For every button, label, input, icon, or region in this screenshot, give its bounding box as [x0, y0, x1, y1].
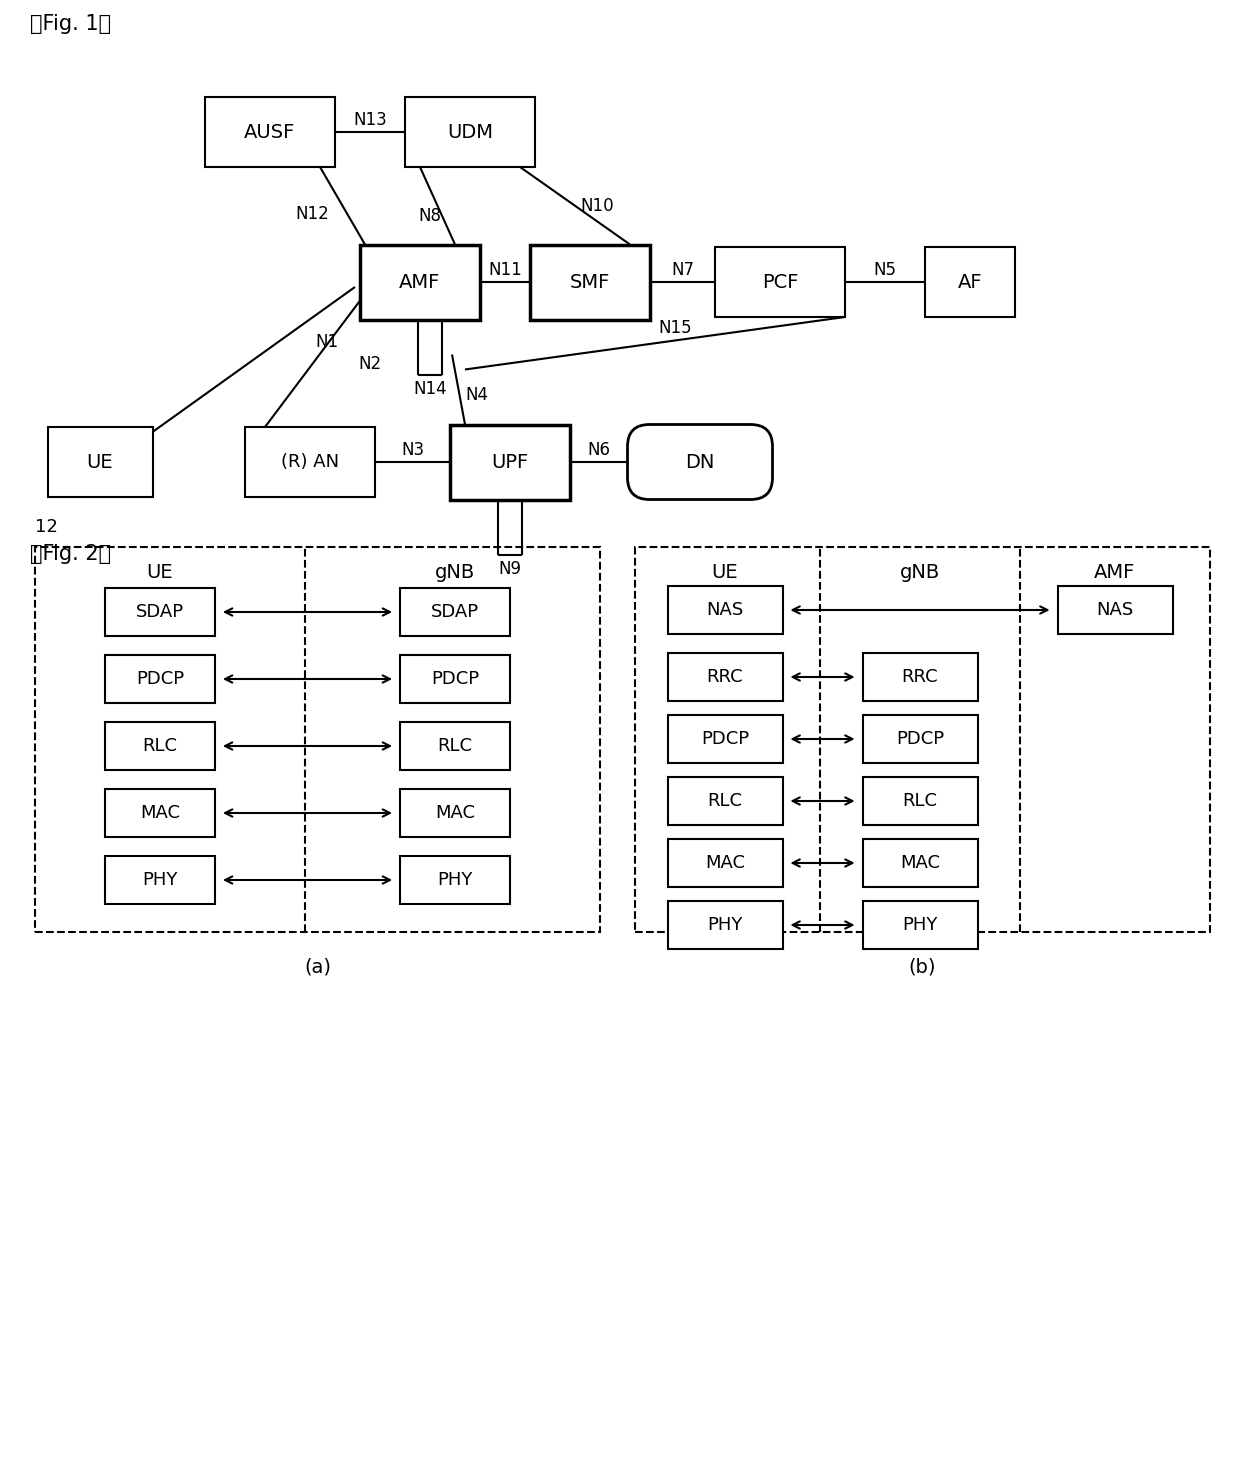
- Text: N11: N11: [489, 261, 522, 280]
- Text: MAC: MAC: [140, 804, 180, 821]
- Text: UE: UE: [712, 562, 738, 581]
- FancyBboxPatch shape: [627, 424, 773, 499]
- Text: MAC: MAC: [435, 804, 475, 821]
- FancyBboxPatch shape: [667, 839, 782, 888]
- FancyBboxPatch shape: [450, 424, 570, 499]
- Text: RLC: RLC: [438, 737, 472, 755]
- FancyBboxPatch shape: [105, 655, 215, 704]
- Text: PHY: PHY: [707, 916, 743, 935]
- FancyBboxPatch shape: [667, 715, 782, 762]
- Text: N4: N4: [465, 386, 489, 403]
- FancyBboxPatch shape: [667, 777, 782, 824]
- Text: PHY: PHY: [438, 871, 472, 889]
- FancyBboxPatch shape: [401, 587, 510, 636]
- Text: N1: N1: [315, 333, 339, 350]
- FancyBboxPatch shape: [667, 901, 782, 949]
- Text: (b): (b): [909, 957, 936, 976]
- Text: N2: N2: [358, 355, 382, 372]
- Text: UE: UE: [87, 452, 113, 471]
- Text: N6: N6: [588, 442, 610, 459]
- Text: (R) AN: (R) AN: [281, 453, 339, 471]
- Text: PDCP: PDCP: [136, 670, 184, 687]
- Text: N10: N10: [580, 197, 614, 215]
- Text: PHY: PHY: [903, 916, 937, 935]
- Text: RLC: RLC: [903, 792, 937, 810]
- FancyBboxPatch shape: [863, 777, 977, 824]
- Text: PDCP: PDCP: [897, 730, 944, 748]
- Text: PHY: PHY: [143, 871, 177, 889]
- Text: AMF: AMF: [399, 272, 440, 291]
- Text: AMF: AMF: [1095, 562, 1136, 581]
- Text: RLC: RLC: [143, 737, 177, 755]
- Text: N13: N13: [353, 110, 387, 130]
- Text: 》Fig. 2》: 》Fig. 2》: [30, 545, 112, 564]
- Text: RLC: RLC: [708, 792, 743, 810]
- Text: MAC: MAC: [900, 854, 940, 871]
- FancyBboxPatch shape: [925, 247, 1016, 316]
- Text: NAS: NAS: [1096, 601, 1133, 620]
- Text: 》Fig. 1》: 》Fig. 1》: [30, 15, 112, 34]
- Text: SDAP: SDAP: [432, 604, 479, 621]
- Text: (a): (a): [304, 957, 331, 976]
- Text: MAC: MAC: [706, 854, 745, 871]
- Text: RRC: RRC: [707, 668, 743, 686]
- Text: SMF: SMF: [570, 272, 610, 291]
- Text: N15: N15: [658, 319, 692, 337]
- Text: UPF: UPF: [491, 452, 528, 471]
- Text: AUSF: AUSF: [244, 122, 295, 141]
- FancyBboxPatch shape: [863, 839, 977, 888]
- Text: N12: N12: [295, 205, 330, 222]
- Text: 12: 12: [35, 518, 58, 536]
- FancyBboxPatch shape: [715, 247, 844, 316]
- FancyBboxPatch shape: [405, 97, 534, 166]
- FancyBboxPatch shape: [401, 655, 510, 704]
- Text: PDCP: PDCP: [432, 670, 479, 687]
- Text: AF: AF: [957, 272, 982, 291]
- Text: N7: N7: [671, 261, 694, 280]
- FancyBboxPatch shape: [401, 857, 510, 904]
- FancyBboxPatch shape: [529, 244, 650, 319]
- Text: N3: N3: [401, 442, 424, 459]
- FancyBboxPatch shape: [105, 857, 215, 904]
- Text: N14: N14: [413, 380, 446, 399]
- FancyBboxPatch shape: [401, 789, 510, 838]
- FancyBboxPatch shape: [667, 586, 782, 634]
- Text: PDCP: PDCP: [701, 730, 749, 748]
- Text: DN: DN: [686, 452, 714, 471]
- FancyBboxPatch shape: [401, 721, 510, 770]
- Text: UE: UE: [146, 562, 174, 581]
- Text: N5: N5: [873, 261, 897, 280]
- FancyBboxPatch shape: [205, 97, 335, 166]
- FancyBboxPatch shape: [105, 789, 215, 838]
- FancyBboxPatch shape: [246, 427, 374, 498]
- Text: N9: N9: [498, 561, 522, 578]
- FancyBboxPatch shape: [863, 901, 977, 949]
- Text: RRC: RRC: [901, 668, 939, 686]
- FancyBboxPatch shape: [105, 587, 215, 636]
- Text: N8: N8: [418, 206, 441, 225]
- FancyBboxPatch shape: [105, 721, 215, 770]
- FancyBboxPatch shape: [863, 715, 977, 762]
- Text: NAS: NAS: [707, 601, 744, 620]
- Text: gNB: gNB: [900, 562, 940, 581]
- FancyBboxPatch shape: [667, 654, 782, 701]
- Text: PCF: PCF: [761, 272, 799, 291]
- FancyBboxPatch shape: [360, 244, 480, 319]
- FancyBboxPatch shape: [1058, 586, 1173, 634]
- Text: SDAP: SDAP: [136, 604, 184, 621]
- Text: UDM: UDM: [446, 122, 494, 141]
- FancyBboxPatch shape: [863, 654, 977, 701]
- Text: gNB: gNB: [435, 562, 475, 581]
- FancyBboxPatch shape: [47, 427, 153, 498]
